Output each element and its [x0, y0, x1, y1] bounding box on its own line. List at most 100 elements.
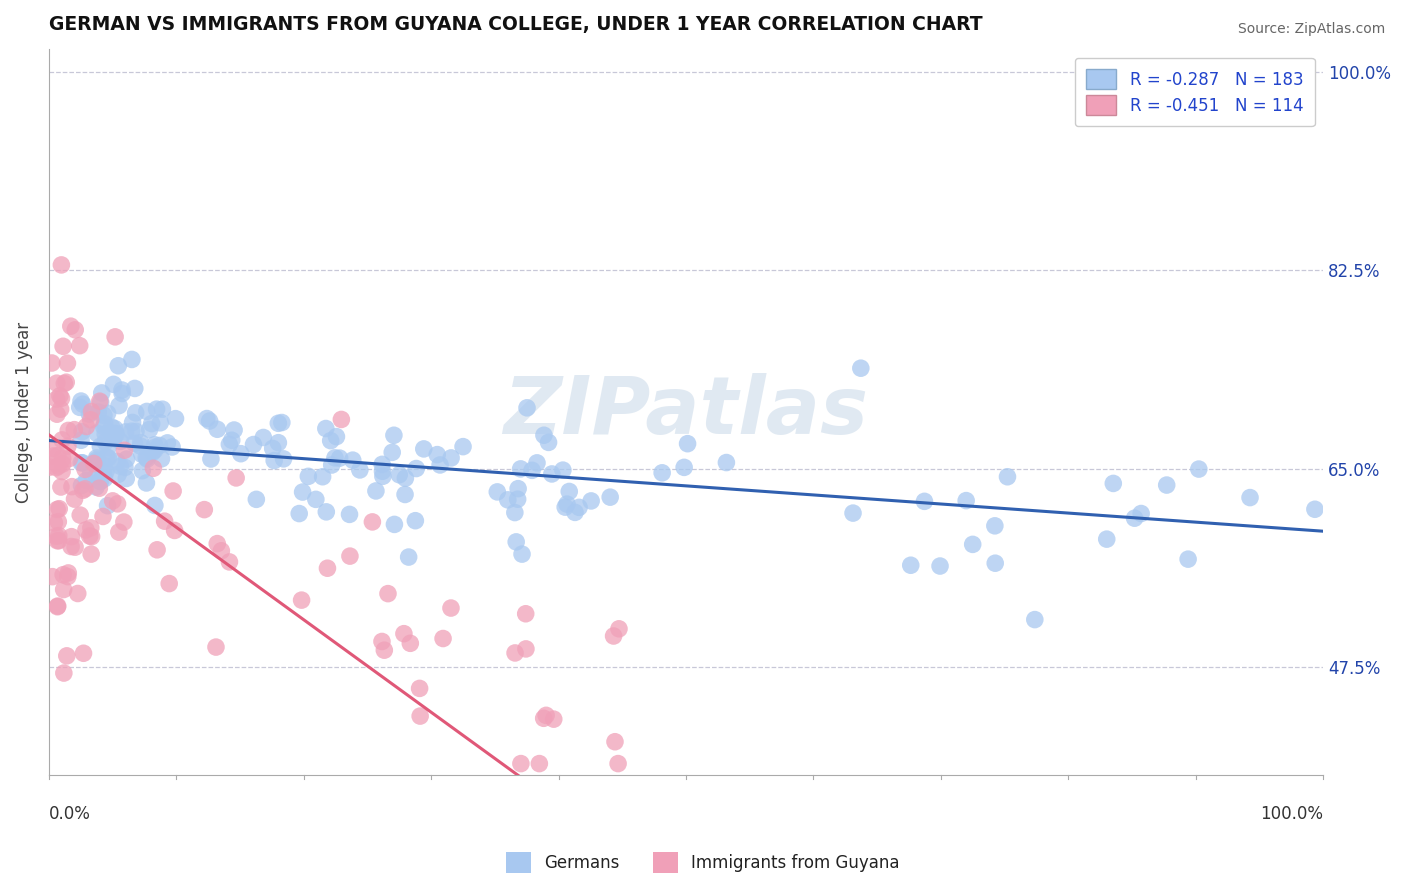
Point — [46, 502, 69, 516]
Point — [409, 709, 432, 723]
Point — [49, 402, 72, 417]
Point — [84, 480, 107, 494]
Point — [42, 449, 65, 463]
Point — [103, 426, 125, 441]
Point — [86, 453, 108, 467]
Point — [508, 482, 530, 496]
Point — [121, 424, 143, 438]
Point — [555, 497, 578, 511]
Point — [520, 463, 543, 477]
Point — [103, 432, 125, 446]
Point — [273, 451, 295, 466]
Point — [651, 466, 673, 480]
Point — [218, 437, 240, 451]
Point — [602, 629, 624, 643]
Point — [100, 427, 122, 442]
Point — [141, 445, 163, 459]
Text: ZIPatlas: ZIPatlas — [503, 373, 869, 451]
Point — [135, 450, 157, 465]
Point — [89, 394, 111, 409]
Point — [124, 406, 146, 420]
Point — [60, 480, 83, 494]
Point — [79, 413, 101, 427]
Point — [267, 417, 290, 431]
Point — [89, 475, 111, 489]
Point — [51, 465, 73, 479]
Text: Source: ZipAtlas.com: Source: ZipAtlas.com — [1237, 22, 1385, 37]
Point — [56, 648, 79, 663]
Point — [44, 516, 66, 530]
Point — [373, 643, 395, 657]
Point — [41, 569, 63, 583]
Point — [107, 359, 129, 373]
Point — [52, 567, 75, 582]
Point — [72, 456, 94, 470]
Point — [534, 708, 557, 723]
Point — [267, 435, 290, 450]
Point — [262, 442, 284, 456]
Point — [52, 451, 75, 466]
Point — [371, 464, 394, 478]
Point — [676, 436, 699, 450]
Point — [997, 469, 1019, 483]
Point — [221, 434, 243, 448]
Point — [63, 492, 86, 507]
Point — [533, 711, 555, 725]
Point — [503, 646, 526, 660]
Point — [225, 471, 247, 485]
Point — [381, 445, 404, 459]
Point — [56, 569, 79, 583]
Point — [108, 399, 131, 413]
Point — [124, 381, 146, 395]
Point — [242, 437, 264, 451]
Point — [599, 490, 621, 504]
Point — [984, 518, 1007, 533]
Point — [1239, 491, 1261, 505]
Point — [270, 416, 292, 430]
Point — [66, 586, 89, 600]
Point — [349, 463, 371, 477]
Point — [143, 443, 166, 458]
Point — [486, 484, 509, 499]
Point — [46, 449, 69, 463]
Point — [900, 558, 922, 573]
Point — [315, 421, 337, 435]
Point — [97, 499, 120, 513]
Point — [46, 407, 69, 421]
Point — [515, 607, 537, 621]
Point — [101, 494, 124, 508]
Point — [70, 394, 93, 409]
Point — [93, 409, 115, 423]
Point — [90, 395, 112, 409]
Point — [394, 471, 416, 485]
Point — [93, 458, 115, 472]
Point — [89, 439, 111, 453]
Point — [93, 472, 115, 486]
Point — [207, 536, 229, 550]
Point — [49, 480, 72, 494]
Point — [84, 469, 107, 483]
Point — [342, 453, 364, 467]
Point — [58, 424, 80, 438]
Point — [319, 434, 342, 448]
Point — [97, 450, 120, 465]
Point — [79, 467, 101, 481]
Point — [1102, 476, 1125, 491]
Y-axis label: College, Under 1 year: College, Under 1 year — [15, 322, 32, 503]
Point — [75, 523, 97, 537]
Point — [291, 485, 314, 500]
Point — [209, 543, 232, 558]
Point — [399, 636, 422, 650]
Point — [125, 425, 148, 439]
Legend: Germans, Immigrants from Guyana: Germans, Immigrants from Guyana — [499, 846, 907, 880]
Point — [90, 386, 112, 401]
Point — [48, 458, 70, 473]
Point — [541, 467, 564, 481]
Point — [323, 450, 346, 465]
Point — [86, 426, 108, 441]
Point — [537, 435, 560, 450]
Point — [145, 402, 167, 417]
Point — [193, 502, 215, 516]
Point — [107, 497, 129, 511]
Point — [207, 422, 229, 436]
